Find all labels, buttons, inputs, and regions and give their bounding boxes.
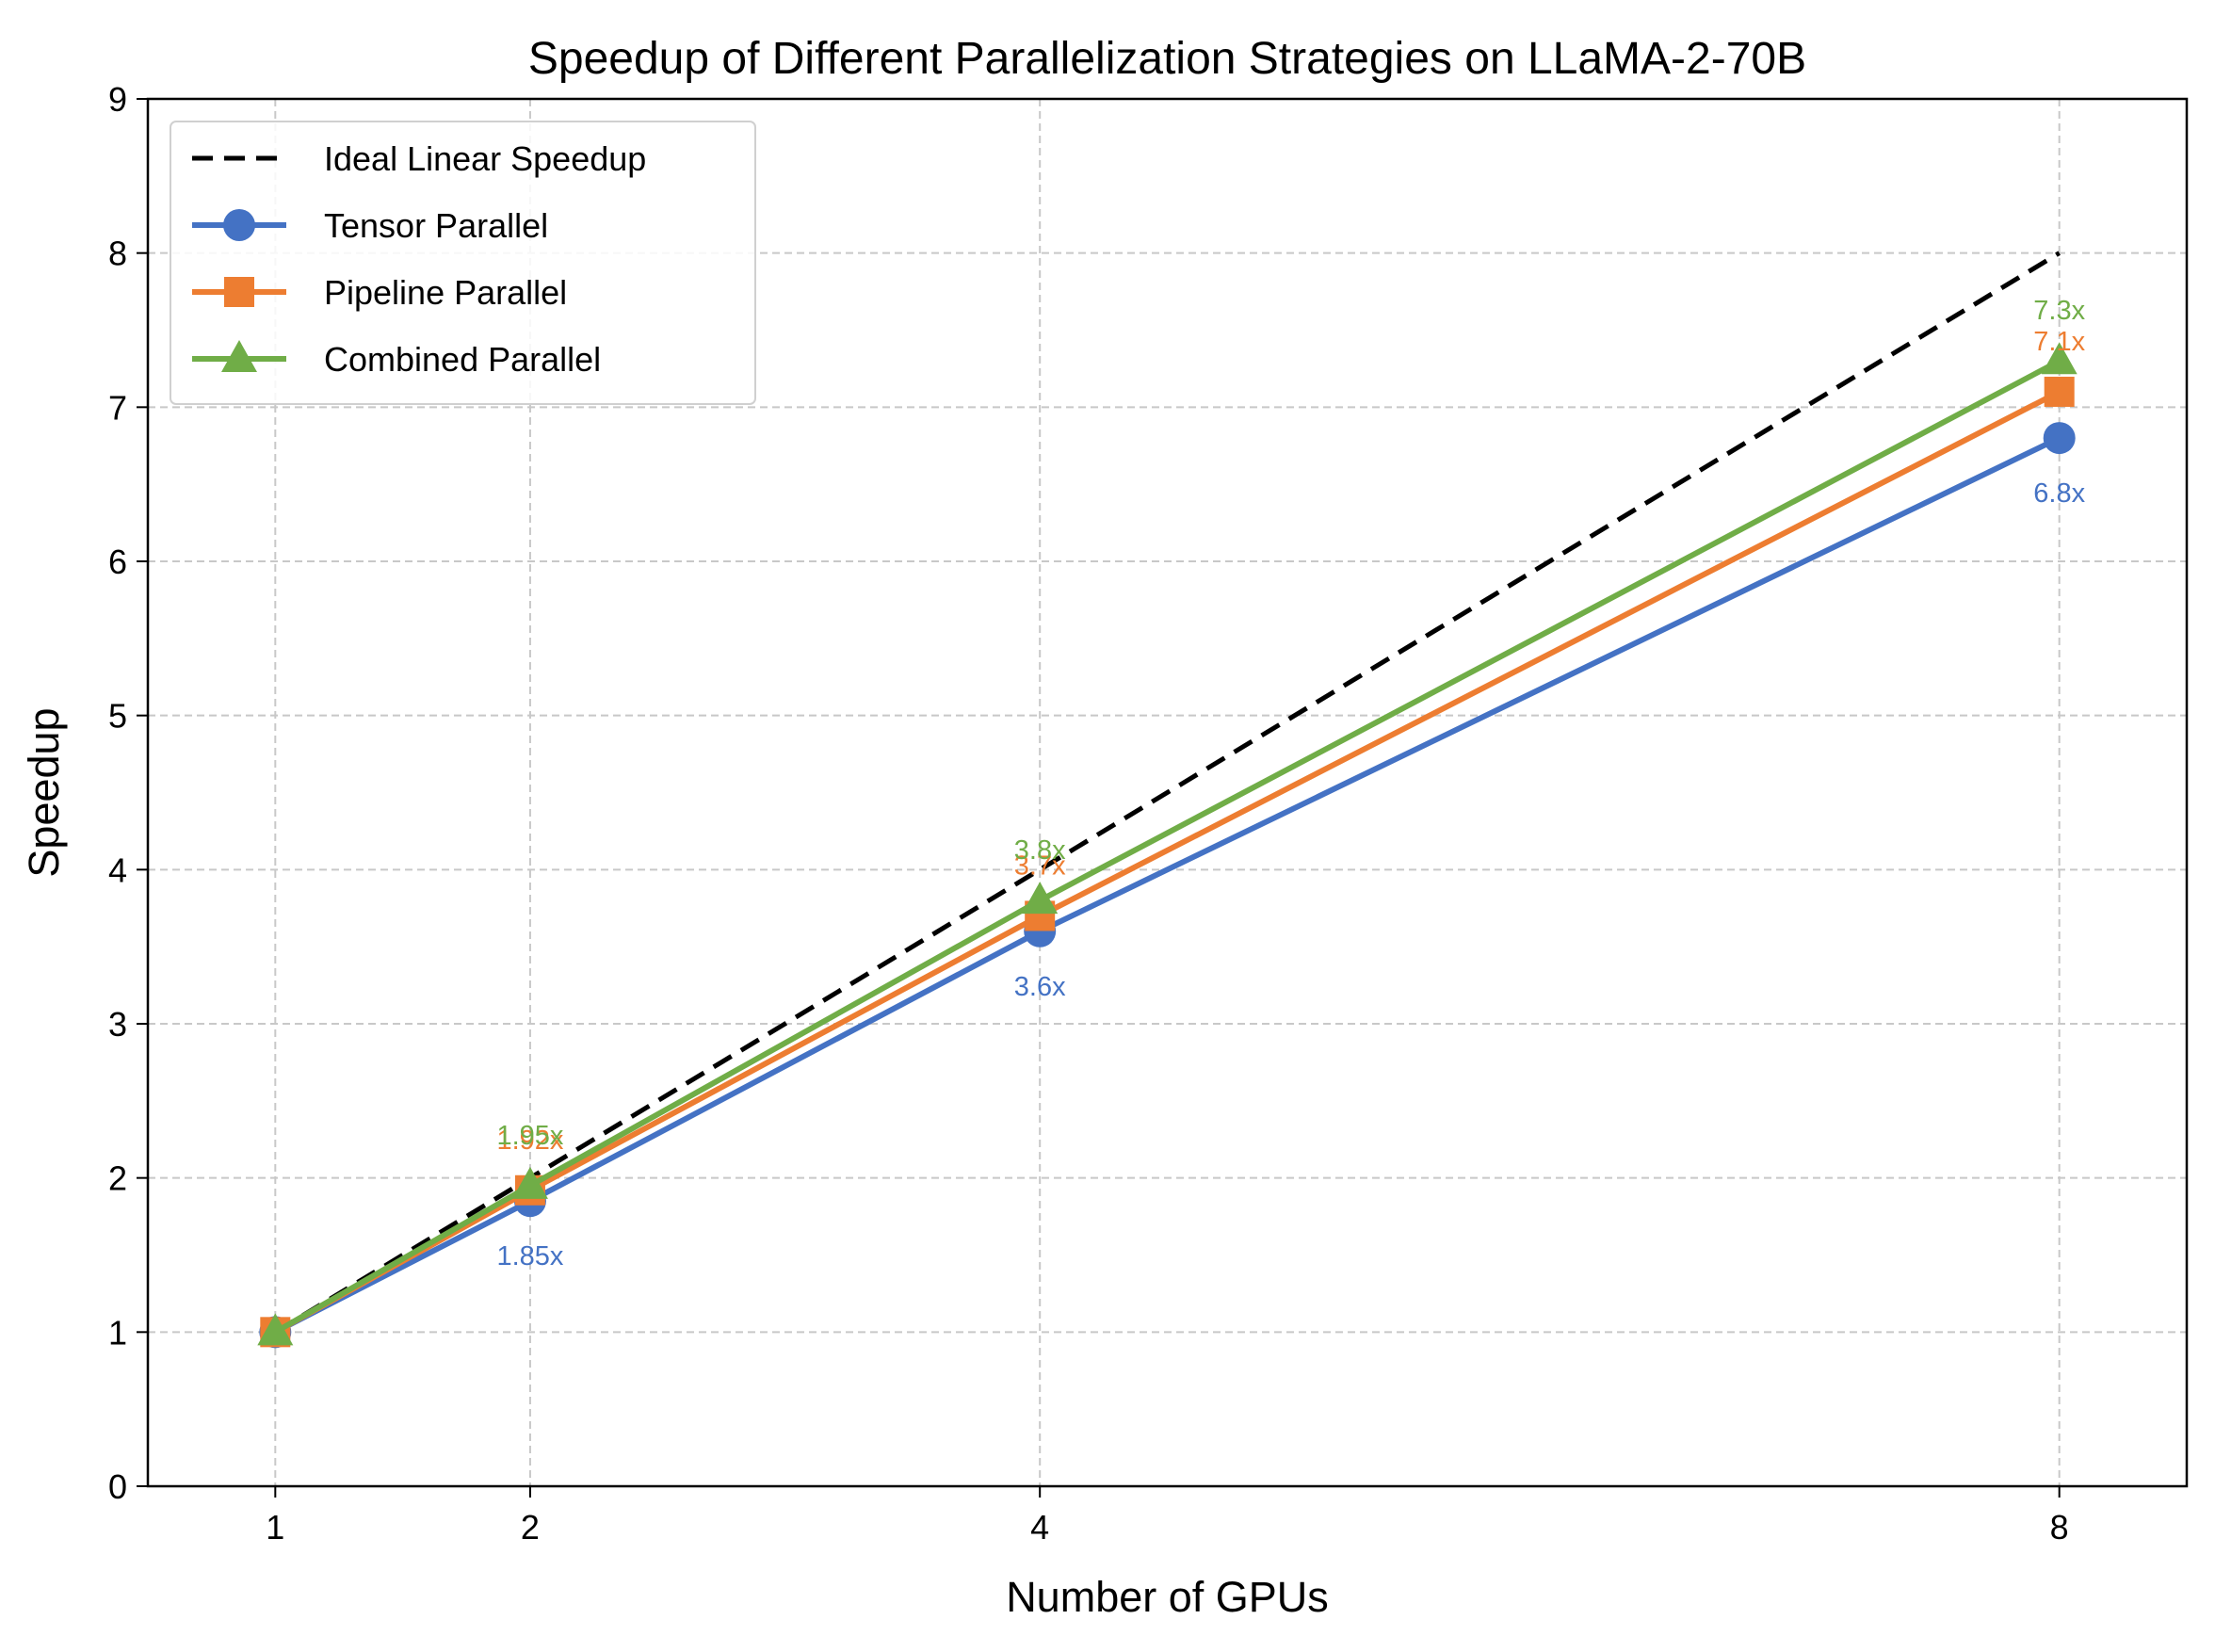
legend-label-pipeline-parallel: Pipeline Parallel: [324, 273, 567, 312]
y-tick-label: 9: [108, 80, 127, 119]
data-label-pipeline-parallel: 3.7x: [1014, 850, 1066, 881]
data-label-combined-parallel: 7.3x: [2033, 296, 2085, 326]
y-tick-label: 3: [108, 1005, 127, 1044]
x-tick-label: 1: [266, 1508, 284, 1547]
data-point-combined-parallel: [2041, 342, 2078, 375]
ideal-line-layer: [274, 251, 2061, 1335]
x-tick-label: 2: [521, 1508, 540, 1547]
data-point-combined-parallel: [257, 1313, 294, 1346]
y-tick-label: 7: [108, 388, 127, 427]
series-line-combined-parallel: [273, 358, 2061, 1335]
data-point-tensor-parallel: [2043, 422, 2076, 455]
data-label-tensor-parallel: 1.85x: [496, 1241, 563, 1271]
data-label-pipeline-parallel: 7.1x: [2033, 327, 2085, 357]
data-label-tensor-parallel: 6.8x: [2033, 478, 2085, 509]
data-point-pipeline-parallel: [2044, 376, 2075, 407]
y-tick-label: 6: [108, 543, 127, 581]
legend-frame: [170, 121, 756, 405]
data-label-pipeline-parallel: 1.92x: [496, 1126, 563, 1156]
plot-frame: [146, 97, 2189, 1488]
y-tick-label: 1: [108, 1313, 127, 1352]
data-label-combined-parallel: 3.8x: [1014, 835, 1066, 866]
chart-title: Speedup of Different Parallelization Str…: [528, 34, 1806, 84]
legend-marker-combined-parallel: [221, 340, 257, 372]
legend-label-tensor-parallel: Tensor Parallel: [324, 206, 548, 245]
data-label-tensor-parallel: 3.6x: [1014, 972, 1066, 1002]
legend-marker-pipeline-parallel: [224, 277, 254, 307]
series-line-ideal-linear-speedup: [274, 251, 2061, 1335]
x-tick-label: 8: [2050, 1508, 2069, 1547]
data-point-combined-parallel: [511, 1166, 548, 1199]
data-labels-layer: 1.85x 3.6x 6.8x 1.92x 3.7x 7.1x 1.95x 3.8x 7.3x: [496, 296, 2085, 1271]
y-tick-label: 0: [108, 1467, 127, 1506]
legend-label-ideal-linear-speedup: Ideal Linear Speedup: [324, 139, 646, 178]
data-point-combined-parallel: [1022, 882, 1059, 915]
x-axis-label: Number of GPUs: [1006, 1573, 1329, 1621]
legend-label-combined-parallel: Combined Parallel: [324, 340, 601, 379]
y-tick-label: 2: [108, 1159, 127, 1198]
series-line-tensor-parallel: [273, 435, 2061, 1336]
series-layer: [257, 342, 2078, 1349]
y-axis-label: Speedup: [20, 707, 68, 877]
legend: Ideal Linear Speedup Tensor Parallel Pipel…: [170, 121, 756, 405]
y-tick-label: 5: [108, 697, 127, 736]
data-label-combined-parallel: 1.95x: [496, 1121, 563, 1151]
legend-marker-tensor-parallel: [223, 209, 255, 241]
ticks-layer: 0 1 2 3 4 5 6 7 8 9 1 2 4 8: [108, 80, 2069, 1547]
y-tick-label: 8: [108, 235, 127, 273]
x-tick-label: 4: [1030, 1508, 1049, 1547]
y-tick-label: 4: [108, 850, 127, 889]
